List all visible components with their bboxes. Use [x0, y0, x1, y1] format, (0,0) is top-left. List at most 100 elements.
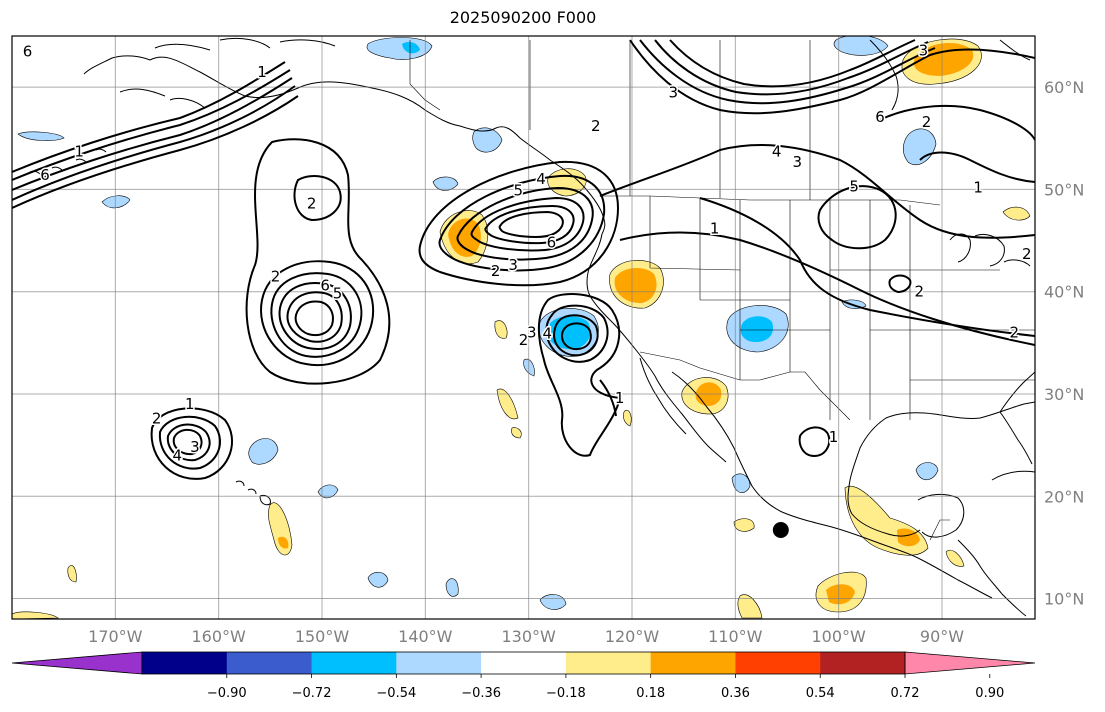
contour-label: 4: [536, 170, 546, 188]
anomaly-positive-region: [494, 320, 508, 339]
anomaly-negative-region: [248, 438, 279, 465]
latitude-label: 20°N: [1044, 487, 1084, 506]
anomaly-positive-core: [614, 268, 657, 304]
contour-label: 1: [710, 219, 720, 237]
anomaly-positive-region: [67, 565, 77, 583]
contour-line: [12, 77, 293, 191]
contour-label: 1: [257, 63, 267, 81]
latitude-label: 50°N: [1044, 180, 1084, 199]
coastline-mexico-west: [671, 371, 993, 599]
contours: [12, 39, 1035, 480]
contour-line: [619, 231, 1035, 346]
coastline-cuba: [991, 470, 1035, 481]
anomaly-shading: [12, 36, 1031, 619]
latitude-labels: 60°N 50°N 40°N 30°N 20°N 10°N: [1044, 78, 1084, 608]
anomaly-negative-core: [402, 42, 420, 54]
contour-label: 1: [973, 178, 983, 196]
coastline-alaska-west: [83, 55, 206, 109]
contour-line: [919, 151, 1035, 183]
contour-line: [12, 61, 286, 173]
colorbar-segment: [735, 652, 821, 674]
colorbar-tick-label: 0.54: [806, 686, 835, 701]
contour-line: [12, 69, 291, 181]
colorbar-extend-high: [904, 651, 1036, 675]
contour-line: [12, 85, 296, 201]
anomaly-positive-region: [12, 611, 59, 619]
contour-label: 1: [615, 389, 625, 407]
contour-label: 6: [875, 108, 885, 126]
anomaly-positive-region: [737, 594, 763, 619]
colorbar-segment: [396, 652, 482, 674]
colorbar-tick-label: −0.54: [376, 686, 416, 701]
contour-label: 5: [333, 285, 343, 303]
border-alaska-canada: [409, 40, 441, 111]
contour-line: [150, 407, 234, 480]
contour-label: 2: [1022, 245, 1032, 263]
contour-label: 3: [919, 41, 929, 59]
contour-label: 2: [491, 262, 501, 280]
contour-line: [888, 274, 912, 294]
gridlines: [12, 36, 1035, 619]
colorbar-tick-label: −0.72: [292, 686, 332, 701]
coastline-central-america: [957, 539, 1027, 617]
contour-label: 1: [185, 395, 195, 413]
contour-line: [418, 160, 620, 287]
colorbar-tick-label: 0.36: [721, 686, 750, 701]
coastlines: [29, 37, 1035, 617]
contour-label: 6: [23, 42, 33, 60]
contour-label: 1: [829, 428, 839, 446]
contour-line: [599, 379, 617, 417]
contour-label: 3: [669, 83, 679, 101]
contour-line: [798, 426, 831, 458]
latitude-label: 10°N: [1044, 590, 1084, 609]
contour-label: 5: [849, 177, 859, 195]
colorbar-frame: [141, 651, 906, 675]
contour-label: 2: [922, 113, 932, 131]
longitude-label: 140°W: [398, 627, 453, 646]
latitude-label: 60°N: [1044, 78, 1084, 97]
contour-label: 2: [1010, 324, 1020, 342]
colorbar-segment: [565, 652, 652, 674]
contour-line: [669, 39, 916, 88]
contour-label: 3: [190, 438, 200, 456]
contour-label: 6: [320, 277, 330, 295]
contour-line: [172, 428, 203, 456]
storm-position-marker: [772, 522, 789, 539]
latitude-label: 30°N: [1044, 385, 1084, 404]
colorbar-tick-label: 0.18: [636, 686, 665, 701]
longitude-label: 160°W: [191, 627, 246, 646]
anomaly-negative-region: [445, 578, 459, 597]
anomaly-positive-region: [1002, 206, 1031, 221]
contour-label: 5: [514, 181, 524, 199]
contour-line: [599, 144, 1035, 239]
longitude-label: 150°W: [295, 627, 350, 646]
coastline-us-west: [586, 233, 656, 377]
contour-line: [639, 39, 936, 105]
colorbar-tick-label: −0.90: [207, 686, 247, 701]
anomaly-positive-core: [826, 584, 855, 605]
contour-line: [560, 322, 592, 351]
longitude-label: 110°W: [708, 627, 763, 646]
anomaly-negative-region: [731, 473, 751, 493]
anomaly-positive-region: [945, 549, 965, 567]
colorbar-tick-label: −0.18: [546, 686, 586, 701]
colorbar-segment: [820, 652, 906, 674]
contour-label: 3: [508, 256, 518, 274]
contour-line: [498, 210, 564, 239]
colorbar-segment: [142, 652, 228, 674]
longitude-label: 100°W: [811, 627, 866, 646]
contour-label: 2: [152, 410, 162, 428]
anomaly-negative-region: [17, 131, 65, 141]
contour-line: [699, 197, 1035, 337]
map-frame: [11, 35, 1036, 620]
contour-label: 3: [527, 324, 537, 342]
contour-label: 2: [271, 267, 281, 285]
contour-label: 4: [772, 143, 782, 161]
anomaly-negative-region: [101, 195, 131, 209]
anomaly-negative-region: [317, 484, 339, 499]
coastline-yucatan: [917, 493, 965, 538]
coastline-arctic-islands: [154, 37, 336, 51]
contour-label: 2: [591, 117, 601, 135]
